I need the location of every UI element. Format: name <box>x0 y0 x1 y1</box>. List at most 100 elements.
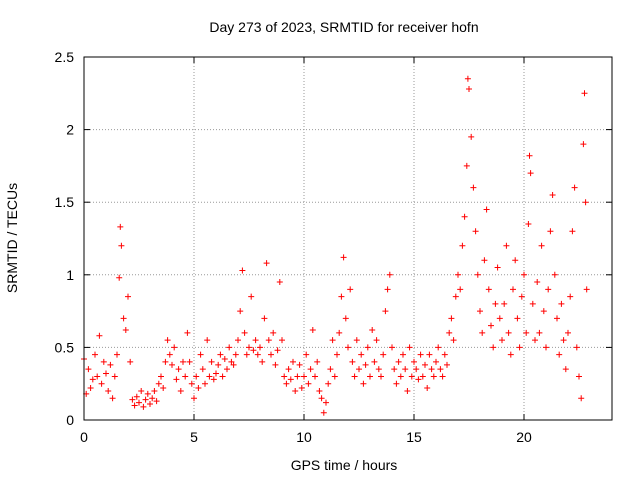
data-point <box>430 373 437 380</box>
data-point <box>250 347 257 354</box>
data-point <box>468 133 475 140</box>
data-point <box>215 361 222 368</box>
data-point <box>433 358 439 365</box>
data-point <box>406 344 413 351</box>
data-point <box>426 351 433 358</box>
data-point <box>140 403 147 410</box>
data-point <box>117 223 124 230</box>
data-point <box>175 366 182 373</box>
x-tick-label: 10 <box>296 429 312 445</box>
data-point <box>444 361 450 368</box>
data-point <box>268 351 274 358</box>
data-point <box>382 308 389 315</box>
data-point <box>298 385 305 392</box>
data-point <box>125 293 131 300</box>
data-point <box>472 228 479 235</box>
data-point <box>336 329 343 336</box>
data-point <box>254 351 261 358</box>
grid-lines <box>84 57 612 420</box>
data-point <box>507 351 514 358</box>
data-point <box>92 351 98 358</box>
data-point <box>437 366 444 373</box>
data-point <box>516 344 523 351</box>
data-point <box>301 373 307 380</box>
data-point <box>518 293 525 300</box>
data-point <box>562 366 569 373</box>
data-point <box>349 358 356 365</box>
data-point <box>540 308 547 315</box>
x-tick-label: 20 <box>516 429 532 445</box>
data-point <box>160 385 167 392</box>
x-tick-label: 5 <box>190 429 198 445</box>
data-point <box>166 351 173 358</box>
data-point <box>338 293 345 300</box>
y-axis-label: SRMTID / TECUs <box>4 183 20 293</box>
data-point <box>325 380 332 387</box>
data-point <box>155 380 162 387</box>
data-point <box>347 286 354 293</box>
data-point <box>481 257 488 264</box>
data-point <box>581 90 588 97</box>
data-point <box>362 361 369 368</box>
data-point <box>270 329 277 336</box>
data-point <box>389 344 395 351</box>
data-point <box>340 254 347 261</box>
data-point <box>424 385 431 392</box>
data-point <box>466 85 472 92</box>
data-point <box>525 220 532 227</box>
data-point <box>169 361 175 368</box>
data-point <box>235 337 241 344</box>
data-point <box>116 274 123 281</box>
y-tick-label: 2 <box>66 122 74 138</box>
data-point <box>173 376 180 383</box>
data-point <box>122 326 129 333</box>
data-point <box>479 329 486 336</box>
data-point <box>131 402 138 409</box>
data-point <box>446 329 453 336</box>
data-point <box>158 373 164 380</box>
data-point <box>127 358 134 365</box>
data-point <box>505 329 512 336</box>
data-point <box>439 373 446 380</box>
data-point <box>547 228 554 235</box>
data-point <box>583 286 590 293</box>
y-tick-label: 1 <box>66 267 74 283</box>
data-point <box>428 366 435 373</box>
data-point <box>404 387 411 394</box>
data-point <box>342 315 349 322</box>
data-point <box>276 279 283 286</box>
data-point <box>554 315 560 322</box>
data-point <box>556 351 563 358</box>
x-tick-label: 0 <box>80 429 88 445</box>
data-point <box>327 366 334 373</box>
x-axis-label: GPS time / hours <box>291 457 398 473</box>
y-tick-label: 1.5 <box>55 194 75 210</box>
data-point <box>265 337 272 344</box>
data-point <box>334 351 340 358</box>
data-point <box>191 395 197 402</box>
data-point <box>521 271 527 278</box>
data-point <box>226 344 233 351</box>
data-point <box>241 329 248 336</box>
data-point <box>206 373 213 380</box>
data-point <box>257 344 263 351</box>
data-point <box>492 300 499 307</box>
data-point <box>94 373 101 380</box>
data-point <box>208 358 215 365</box>
plot-frame <box>83 56 613 421</box>
data-point <box>114 351 120 358</box>
data-point <box>164 337 171 344</box>
data-point <box>246 344 252 351</box>
data-point <box>549 191 556 198</box>
data-point <box>529 300 536 307</box>
data-point <box>147 401 153 408</box>
data-point <box>402 366 409 373</box>
data-point <box>565 329 571 336</box>
data-point <box>536 329 543 336</box>
data-point <box>85 366 92 373</box>
data-point <box>578 395 585 402</box>
data-point <box>263 260 270 267</box>
data-point <box>415 376 422 383</box>
data-point <box>197 351 204 358</box>
